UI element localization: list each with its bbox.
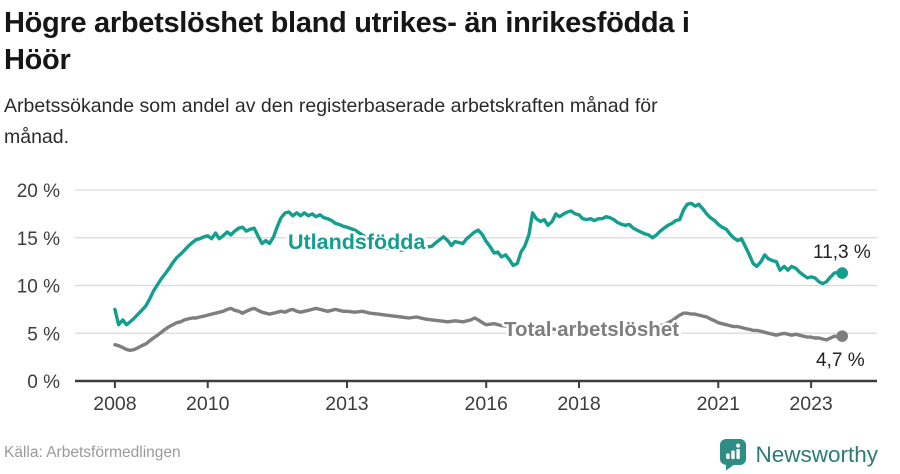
- subtitle-line-1: Arbetssökande som andel av den registerb…: [4, 95, 658, 117]
- series-label: Total arbetslöshet: [504, 318, 679, 341]
- line-chart: 0 % 5 % 10 % 15 % 20 % 2008 2010 2013 2016 2018 20…: [17, 181, 877, 415]
- x-tick-label: 2016: [465, 393, 508, 415]
- x-tick-label: 2021: [697, 393, 740, 415]
- x-tick-label: 2013: [325, 393, 368, 415]
- y-tick-label: 15 %: [17, 229, 60, 250]
- series-line-utlandsfodda: [113, 201, 844, 327]
- title-line-1: Högre arbetslöshet bland utrikes- än inr…: [4, 7, 690, 39]
- y-tick-label: 20 %: [17, 181, 60, 202]
- chart-subtitle: Arbetssökande som andel av den registerb…: [4, 91, 884, 153]
- series-label: Utlandsfödda: [288, 230, 426, 254]
- newsworthy-logo: Newsworthy: [719, 438, 878, 471]
- newsworthy-wordmark: Newsworthy: [755, 441, 878, 467]
- chart-header: Högre arbetslöshet bland utrikes- än inr…: [4, 5, 884, 153]
- x-tick-label: 2023: [789, 393, 832, 415]
- series-line-total: [113, 306, 844, 353]
- source-note: Källa: Arbetsförmedlingen: [4, 444, 181, 461]
- end-value-label: 4,7 %: [816, 350, 865, 371]
- logo-barchart-glyph: [726, 443, 741, 459]
- x-tick-label: 2008: [93, 393, 136, 415]
- series-end-dot: [836, 330, 848, 342]
- series-end-dot: [836, 267, 848, 279]
- chart-area: 0 % 5 % 10 % 15 % 20 % 2008 2010 2013 2016 2018 20…: [0, 165, 900, 425]
- x-tick-label: 2018: [557, 393, 600, 415]
- subtitle-line-2: månad.: [4, 126, 70, 148]
- page-title: Högre arbetslöshet bland utrikes- än inr…: [4, 5, 884, 79]
- end-value-label: 11,3 %: [813, 242, 871, 263]
- title-line-2: Höör: [4, 44, 71, 76]
- x-tick-label: 2010: [186, 393, 230, 415]
- newsworthy-logo-icon: [720, 439, 747, 471]
- y-tick-label: 0 %: [27, 372, 60, 393]
- y-tick-label: 10 %: [17, 277, 60, 298]
- y-tick-label: 5 %: [27, 324, 60, 345]
